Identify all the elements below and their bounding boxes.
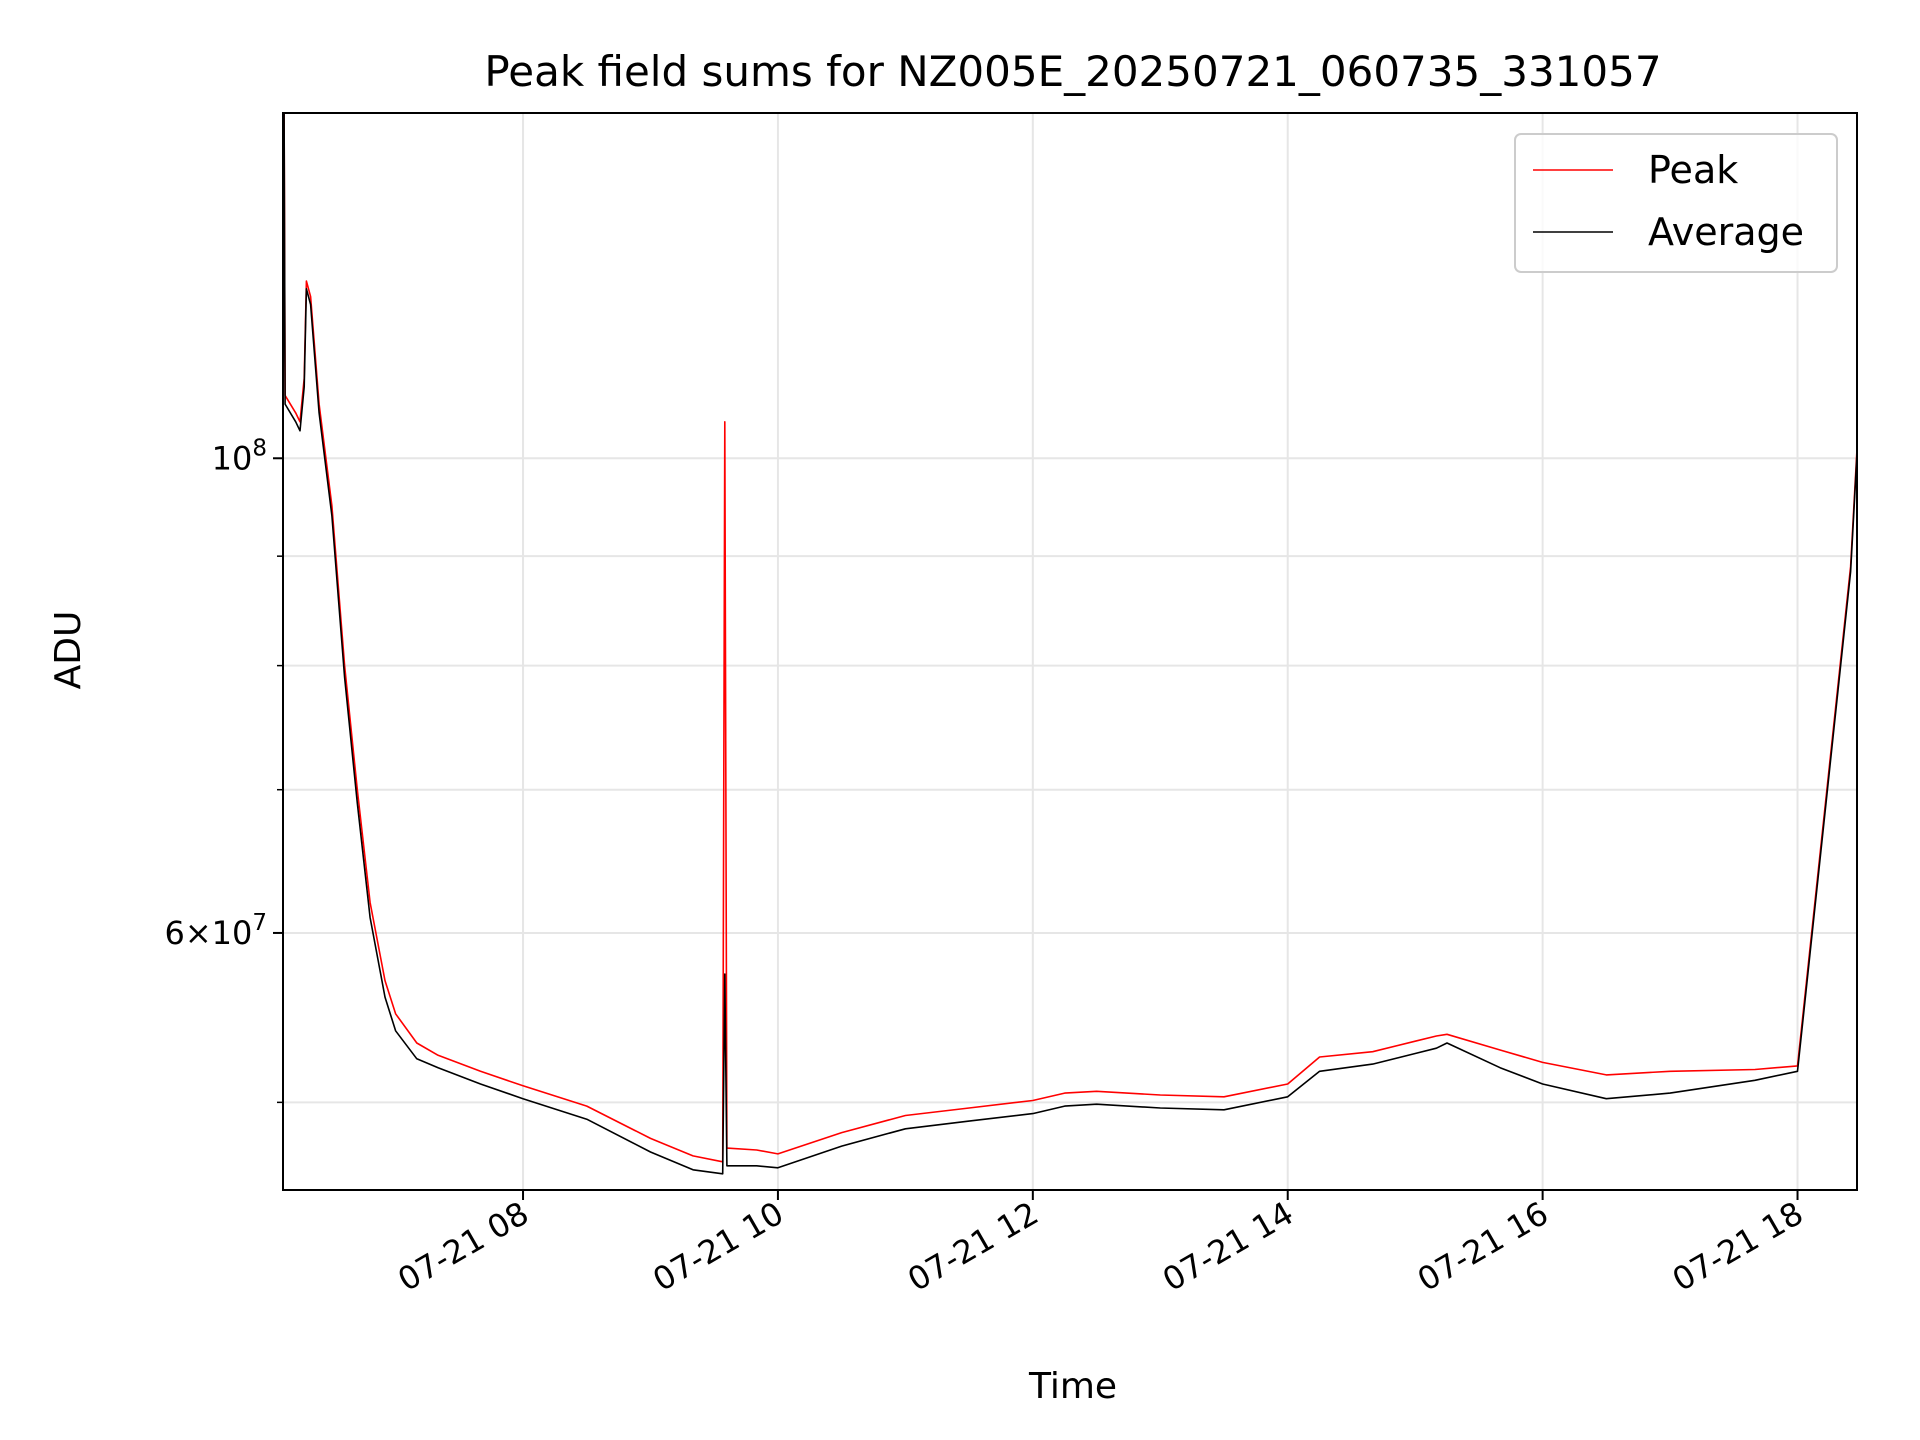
legend: Peak Average (1514, 133, 1838, 273)
x-tick-label: 07-21 16 (1411, 1194, 1555, 1299)
chart-title: Peak field sums for NZ005E_20250721_0607… (484, 47, 1661, 96)
legend-box (1514, 133, 1838, 273)
y-tick-label: 108 (212, 435, 267, 477)
x-tick-label: 07-21 08 (391, 1194, 535, 1299)
series-line-average (283, 113, 1857, 1175)
x-tick-label: 07-21 10 (646, 1194, 790, 1299)
plot-area (283, 113, 1857, 1175)
axes-frame (282, 112, 1858, 1191)
x-axis-label: Time (1028, 1366, 1117, 1407)
y-axis-label: ADU (48, 611, 89, 690)
y-tick-label: 6×107 (164, 910, 267, 952)
legend-label-peak: Peak (1648, 148, 1738, 192)
axis-ticks: 07-21 08 07-21 10 07-21 12 07-21 14 07-21 16… (164, 435, 1809, 1299)
legend-label-average: Average (1648, 210, 1804, 254)
x-tick-label: 07-21 12 (901, 1194, 1045, 1299)
grid (283, 113, 1857, 1190)
x-tick-label: 07-21 14 (1156, 1194, 1300, 1299)
x-tick-label: 07-21 18 (1666, 1194, 1810, 1299)
